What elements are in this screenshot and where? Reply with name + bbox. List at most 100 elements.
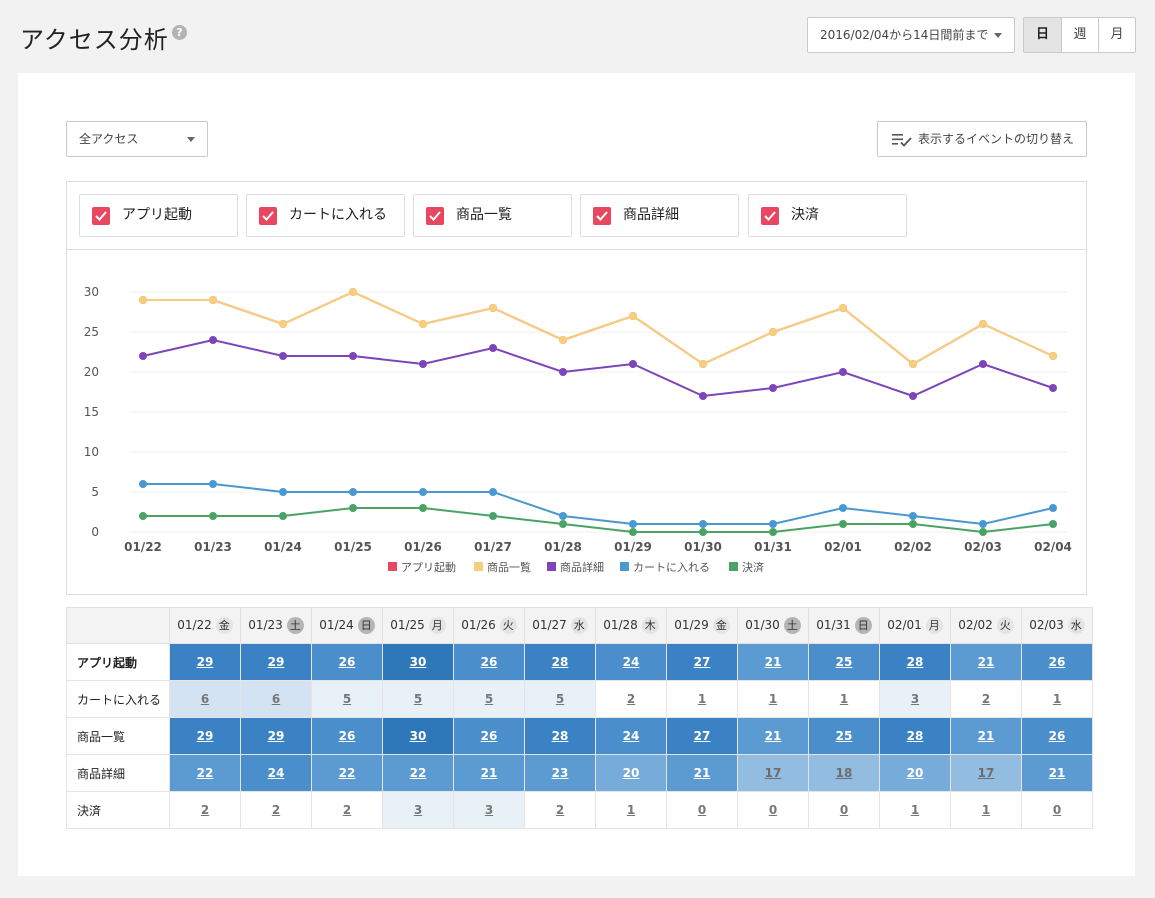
weekday-badge: 水: [570, 617, 588, 634]
cell-value-link[interactable]: 28: [551, 729, 569, 743]
cell-value-link[interactable]: 28: [551, 655, 569, 669]
cell-value-link[interactable]: 21: [764, 655, 782, 669]
cell-value-link[interactable]: 22: [196, 766, 214, 780]
table-cell: 0: [1021, 791, 1093, 829]
cell-value-link[interactable]: 26: [480, 729, 498, 743]
cell-value-link[interactable]: 30: [409, 729, 427, 743]
cell-value-link[interactable]: 2: [981, 692, 991, 706]
cell-value-link[interactable]: 20: [622, 766, 640, 780]
period-day-button[interactable]: 日: [1024, 18, 1061, 52]
cell-value-link[interactable]: 26: [1048, 655, 1066, 669]
table-date-header: 02/03 水: [1021, 607, 1093, 644]
legend-label: アプリ起動: [401, 560, 456, 574]
cell-value-link[interactable]: 26: [338, 655, 356, 669]
series-toggle-app-launch[interactable]: アプリ起動: [79, 194, 238, 237]
cell-value-link[interactable]: 26: [338, 729, 356, 743]
table-cell: 2: [240, 791, 312, 829]
data-point: [699, 520, 707, 528]
data-point: [979, 520, 987, 528]
cell-value-link[interactable]: 30: [409, 655, 427, 669]
cell-value-link[interactable]: 0: [1052, 803, 1062, 817]
cell-value-link[interactable]: 25: [835, 655, 853, 669]
table-date-header: 01/26 火: [453, 607, 525, 644]
cell-value-link[interactable]: 2: [626, 692, 636, 706]
cell-value-link[interactable]: 3: [413, 803, 423, 817]
cell-value-link[interactable]: 24: [622, 729, 640, 743]
cell-value-link[interactable]: 0: [839, 803, 849, 817]
data-point: [979, 528, 987, 536]
cell-value-link[interactable]: 22: [409, 766, 427, 780]
date-range-select[interactable]: 2016/02/04から14日間前まで: [807, 17, 1015, 53]
cell-value-link[interactable]: 22: [338, 766, 356, 780]
cell-value-link[interactable]: 1: [910, 803, 920, 817]
cell-value-link[interactable]: 17: [764, 766, 782, 780]
x-tick-label: 01/25: [334, 540, 372, 554]
cell-value-link[interactable]: 17: [977, 766, 995, 780]
cell-value-link[interactable]: 21: [977, 729, 995, 743]
series-line: [143, 290, 1054, 366]
cell-value-link[interactable]: 26: [480, 655, 498, 669]
cell-value-link[interactable]: 2: [342, 803, 352, 817]
cell-value-link[interactable]: 3: [910, 692, 920, 706]
cell-value-link[interactable]: 27: [693, 655, 711, 669]
cell-value-link[interactable]: 21: [693, 766, 711, 780]
cell-value-link[interactable]: 26: [1048, 729, 1066, 743]
cell-value-link[interactable]: 20: [906, 766, 924, 780]
period-month-button[interactable]: 月: [1098, 18, 1135, 52]
table-row: 決済 2 2 2 3 3 2 1 0 0 0 1 1 0: [66, 791, 1093, 829]
cell-value-link[interactable]: 21: [1048, 766, 1066, 780]
table-cell: 1: [737, 680, 809, 718]
cell-value-link[interactable]: 1: [697, 692, 707, 706]
cell-value-link[interactable]: 1: [839, 692, 849, 706]
cell-value-link[interactable]: 5: [555, 692, 565, 706]
data-point: [629, 360, 637, 368]
cell-value-link[interactable]: 2: [555, 803, 565, 817]
cell-value-link[interactable]: 6: [200, 692, 210, 706]
table-date-header: 01/28 木: [595, 607, 667, 644]
cell-value-link[interactable]: 29: [267, 655, 285, 669]
cell-value-link[interactable]: 2: [200, 803, 210, 817]
cell-value-link[interactable]: 0: [697, 803, 707, 817]
cell-value-link[interactable]: 1: [626, 803, 636, 817]
cell-value-link[interactable]: 6: [271, 692, 281, 706]
series-toggle-detail[interactable]: 商品詳細: [580, 194, 739, 237]
x-tick-label: 01/27: [474, 540, 512, 554]
cell-value-link[interactable]: 23: [551, 766, 569, 780]
cell-value-link[interactable]: 1: [768, 692, 778, 706]
row-label: 決済: [66, 791, 170, 829]
cell-value-link[interactable]: 29: [196, 655, 214, 669]
series-line: [143, 483, 1054, 526]
cell-value-link[interactable]: 2: [271, 803, 281, 817]
cell-value-link[interactable]: 1: [1052, 692, 1062, 706]
cell-value-link[interactable]: 5: [342, 692, 352, 706]
table-cell: 24: [240, 754, 312, 792]
access-filter-select[interactable]: 全アクセス: [66, 121, 208, 157]
cell-value-link[interactable]: 29: [196, 729, 214, 743]
cell-value-link[interactable]: 28: [906, 729, 924, 743]
cell-value-link[interactable]: 3: [484, 803, 494, 817]
cell-value-link[interactable]: 25: [835, 729, 853, 743]
data-point: [419, 488, 427, 496]
cell-value-link[interactable]: 24: [267, 766, 285, 780]
event-toggle-button[interactable]: 表示するイベントの切り替え: [877, 121, 1087, 157]
cell-value-link[interactable]: 21: [480, 766, 498, 780]
data-point: [1049, 352, 1057, 360]
cell-value-link[interactable]: 21: [764, 729, 782, 743]
cell-value-link[interactable]: 27: [693, 729, 711, 743]
table-cell: 21: [453, 754, 525, 792]
series-toggle-list[interactable]: 商品一覧: [413, 194, 572, 237]
cell-value-link[interactable]: 0: [768, 803, 778, 817]
table-date-header: 01/30 土: [737, 607, 809, 644]
cell-value-link[interactable]: 18: [835, 766, 853, 780]
series-toggle-payment[interactable]: 決済: [748, 194, 907, 237]
cell-value-link[interactable]: 24: [622, 655, 640, 669]
cell-value-link[interactable]: 29: [267, 729, 285, 743]
cell-value-link[interactable]: 1: [981, 803, 991, 817]
cell-value-link[interactable]: 21: [977, 655, 995, 669]
cell-value-link[interactable]: 5: [484, 692, 494, 706]
help-icon[interactable]: ?: [172, 25, 187, 40]
period-week-button[interactable]: 週: [1061, 18, 1098, 52]
cell-value-link[interactable]: 28: [906, 655, 924, 669]
series-toggle-cart[interactable]: カートに入れる: [246, 194, 405, 237]
cell-value-link[interactable]: 5: [413, 692, 423, 706]
